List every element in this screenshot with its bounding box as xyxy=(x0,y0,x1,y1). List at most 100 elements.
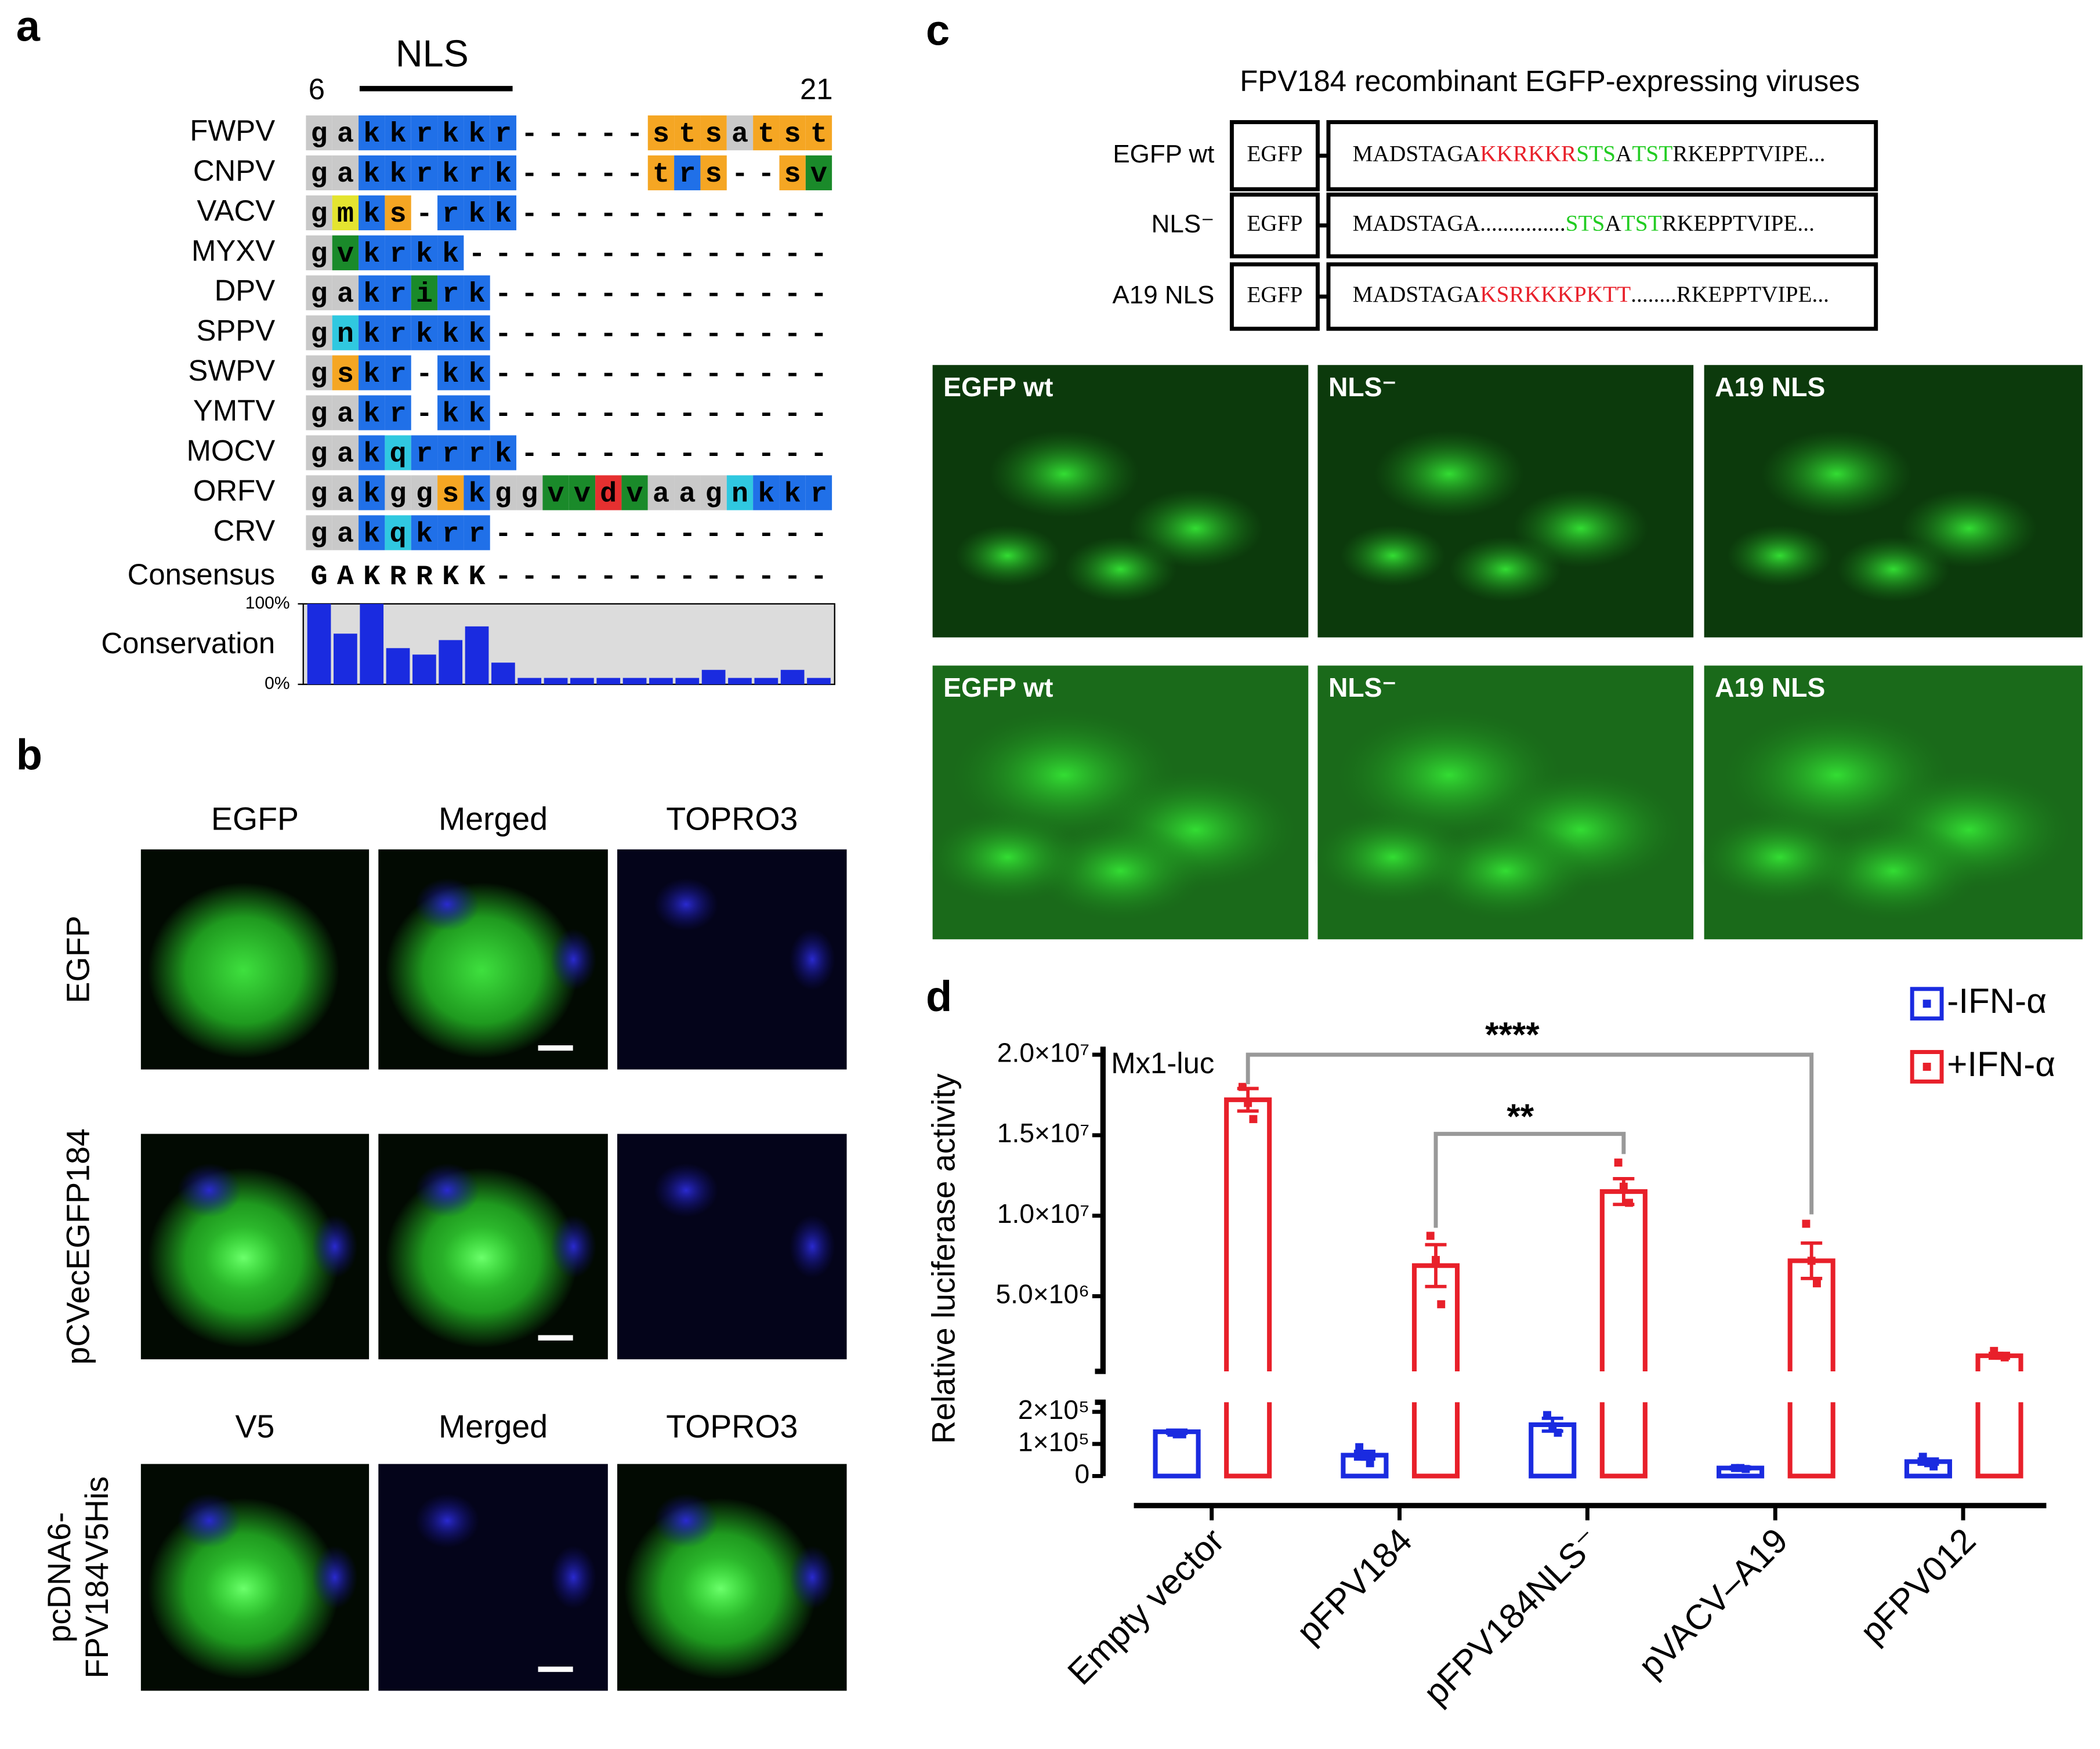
column-header: TOPRO3 xyxy=(666,1408,798,1444)
residue-shade xyxy=(385,115,411,151)
nucleus-stain xyxy=(177,1493,241,1548)
residue: a xyxy=(337,278,354,310)
sequence: MADSTAGAKKRKKRSTSATSTRKEPPTVIPE... xyxy=(1353,140,1826,166)
data-point xyxy=(1360,1453,1369,1461)
legend-swatch xyxy=(1910,1050,1944,1084)
x-tick-label: pFPV184 xyxy=(1289,1521,1420,1652)
residue: s xyxy=(653,118,669,150)
residue-shade xyxy=(464,395,490,430)
residue: - xyxy=(732,359,748,390)
residue: - xyxy=(521,399,538,430)
residue: - xyxy=(705,439,722,470)
sequence: MADSTAGAKSRKKKPKTT........RKEPPTVIPE... xyxy=(1353,281,1829,307)
residue: - xyxy=(495,518,512,550)
residue: - xyxy=(784,399,801,430)
nucleus-stain xyxy=(312,1215,358,1279)
residue-shade xyxy=(621,475,648,510)
residue-shade xyxy=(359,115,385,151)
column-header: V5 xyxy=(236,1408,275,1444)
residue: k xyxy=(363,399,380,430)
residue: r xyxy=(442,439,459,470)
data-point xyxy=(1812,1279,1821,1288)
cell-signal xyxy=(1313,811,1472,903)
residue-shade xyxy=(332,155,359,191)
legend-swatch-dot xyxy=(1922,1063,1931,1071)
residue-shade xyxy=(332,435,359,470)
residue: g xyxy=(521,479,538,510)
residue: s xyxy=(389,198,406,230)
residue: - xyxy=(574,158,591,190)
residue: - xyxy=(600,238,617,270)
residue: k xyxy=(389,118,406,150)
residue: k xyxy=(495,198,512,230)
sequence-box xyxy=(1326,262,1878,331)
conservation-bar xyxy=(307,603,331,685)
residue: q xyxy=(389,518,406,550)
residue: - xyxy=(679,318,696,350)
conservation-bar xyxy=(412,654,436,685)
residue: - xyxy=(758,318,774,350)
residue-shade xyxy=(490,195,517,230)
residue: - xyxy=(679,518,696,550)
residue: i xyxy=(416,278,433,310)
cell-signal xyxy=(955,525,1060,586)
residue: v xyxy=(627,479,643,510)
cell-signal xyxy=(147,882,339,1059)
residue-shade xyxy=(385,155,411,191)
data-point xyxy=(1543,1411,1551,1420)
data-point xyxy=(1178,1430,1186,1439)
residue: a xyxy=(337,518,354,550)
conservation-bar xyxy=(386,648,410,685)
sequence-box xyxy=(1326,120,1878,191)
conservation-bar xyxy=(544,678,568,685)
residue: a xyxy=(337,399,354,430)
residue: - xyxy=(758,439,774,470)
residue: - xyxy=(574,439,591,470)
residue: k xyxy=(442,399,459,430)
consensus-residue: - xyxy=(627,561,643,593)
residue-shade xyxy=(332,515,359,551)
residue: - xyxy=(416,359,433,390)
x-tick-label: pFPV012 xyxy=(1853,1521,1983,1652)
residue: a xyxy=(653,479,669,510)
residue: k xyxy=(495,439,512,470)
tag-label: EGFP xyxy=(1247,140,1302,166)
residue: - xyxy=(574,118,591,150)
residue: a xyxy=(732,118,748,150)
residue: - xyxy=(653,359,669,390)
residue: - xyxy=(548,359,564,390)
residue: - xyxy=(521,518,538,550)
data-point xyxy=(1355,1443,1364,1451)
panel-label: d xyxy=(926,972,952,1020)
consensus-name: Consensus xyxy=(128,558,276,591)
residue: - xyxy=(784,238,801,270)
residue: g xyxy=(310,278,327,310)
consensus-residue: - xyxy=(784,561,801,593)
residue: - xyxy=(810,278,827,310)
image-label: A19 NLS xyxy=(1715,672,1825,703)
residue: r xyxy=(389,399,406,430)
residue: - xyxy=(627,399,643,430)
residue-shade xyxy=(332,115,359,151)
y-tick-label: 2×10⁵ xyxy=(1018,1395,1089,1425)
residue: k xyxy=(442,238,459,270)
residue: k xyxy=(363,118,380,150)
residue: - xyxy=(521,359,538,390)
residue: - xyxy=(600,278,617,310)
data-point xyxy=(1244,1099,1252,1107)
residue: n xyxy=(732,479,748,510)
residue: - xyxy=(548,198,564,230)
residue: k xyxy=(363,158,380,190)
residue-shade xyxy=(359,435,385,470)
residue-shade xyxy=(674,155,701,191)
sequence-name: SWPV xyxy=(188,354,275,387)
residue: a xyxy=(679,479,696,510)
sequence-name: ORFV xyxy=(193,474,275,507)
residue: k xyxy=(363,518,380,550)
residue-shade xyxy=(359,275,385,310)
residue-shade xyxy=(805,115,832,151)
conservation-bar xyxy=(360,603,384,685)
data-point xyxy=(1548,1422,1557,1431)
residue: s xyxy=(784,158,801,190)
residue: s xyxy=(442,479,459,510)
